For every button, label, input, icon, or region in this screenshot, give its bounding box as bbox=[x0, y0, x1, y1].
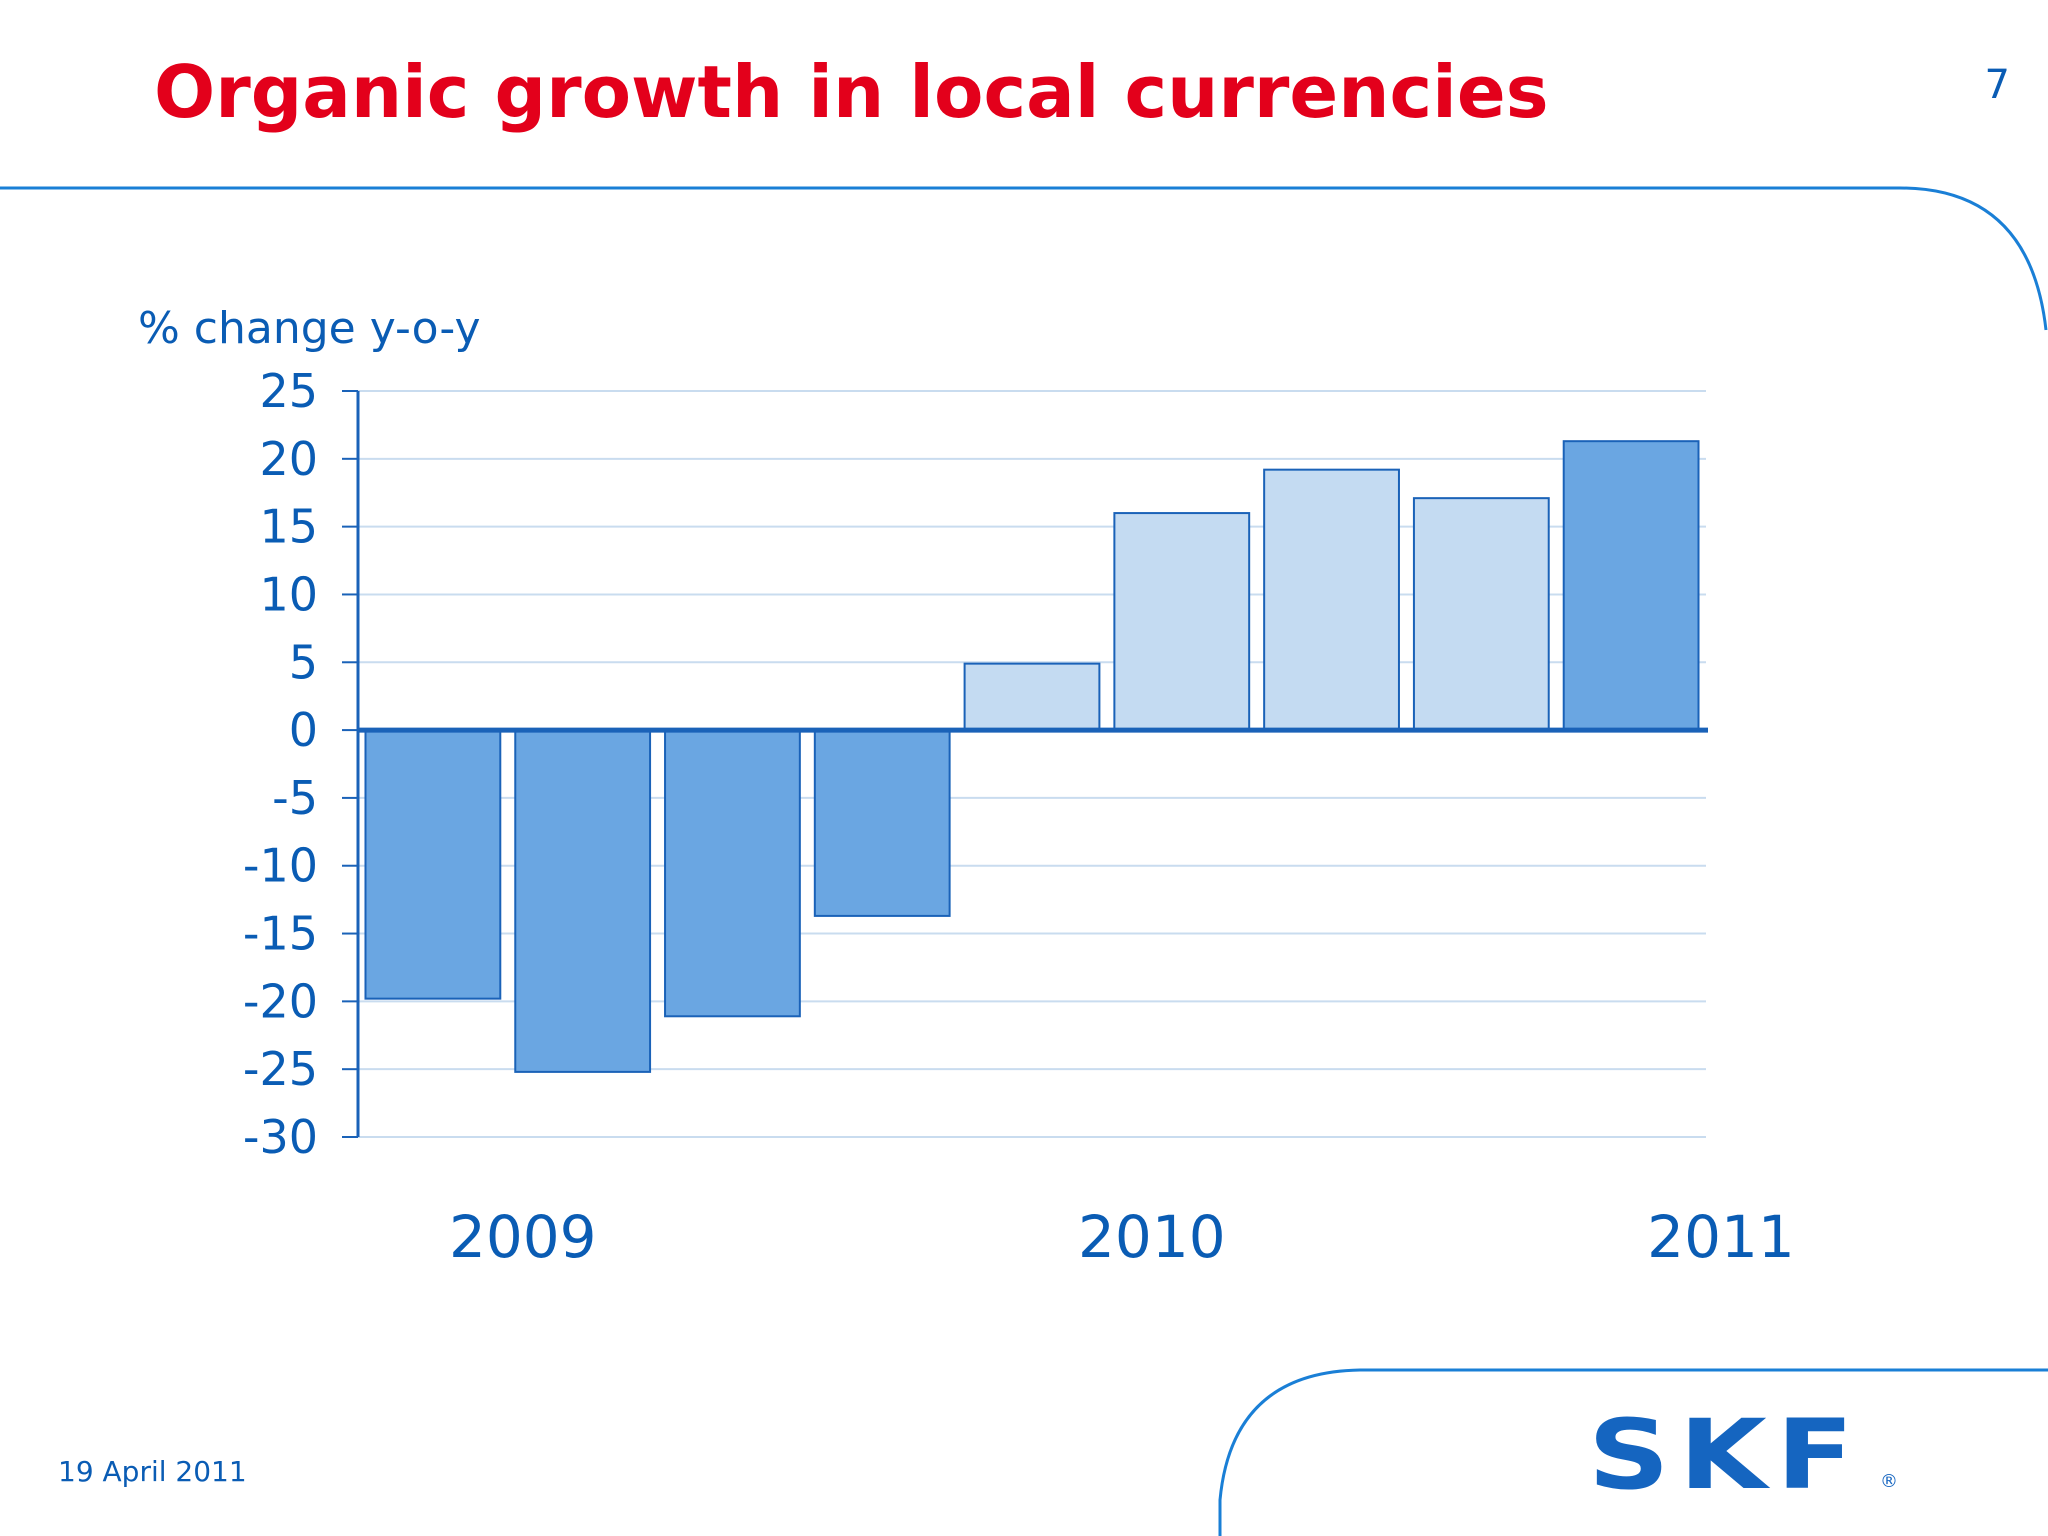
header-rule bbox=[0, 186, 2048, 331]
bar bbox=[1113, 512, 1251, 732]
y-tick-label: -30 bbox=[243, 1110, 318, 1164]
y-tick-label: -20 bbox=[243, 974, 318, 1028]
bar bbox=[664, 729, 801, 1018]
y-tick-label: 15 bbox=[259, 500, 318, 554]
skf-logo: SKF ® bbox=[1588, 1407, 1898, 1503]
bar bbox=[1412, 497, 1550, 732]
registered-mark-icon: ® bbox=[1880, 1471, 1898, 1492]
y-tick-label: 5 bbox=[289, 635, 318, 689]
y-tick-labels: 25 20 15 10 5 0 -5 -10 -15 -20 -25 -30 bbox=[243, 364, 318, 1164]
footer-arc bbox=[1218, 1368, 2048, 1536]
y-tick-label: -15 bbox=[243, 907, 318, 961]
axes bbox=[342, 390, 1708, 1138]
bar bbox=[1263, 468, 1400, 732]
year-labels: 2009 2010 2011 bbox=[449, 1203, 1795, 1271]
year-label: 2009 bbox=[449, 1203, 597, 1271]
bar bbox=[364, 729, 502, 1000]
bar bbox=[963, 662, 1101, 732]
footer-date: 19 April 2011 bbox=[58, 1455, 247, 1488]
y-tick-label: -10 bbox=[243, 839, 318, 893]
y-tick-label: 10 bbox=[259, 567, 318, 621]
y-tick-label: -5 bbox=[272, 771, 318, 825]
bars bbox=[364, 440, 1700, 1073]
y-axis-label: % change y-o-y bbox=[138, 303, 481, 354]
skf-logo-text: SKF bbox=[1588, 1399, 1864, 1511]
slide-title: Organic growth in local currencies bbox=[154, 50, 1549, 134]
year-label: 2011 bbox=[1647, 1203, 1795, 1271]
bar bbox=[514, 729, 652, 1073]
y-tick-label: -25 bbox=[243, 1042, 318, 1096]
bar bbox=[813, 729, 951, 917]
y-tick-label: 0 bbox=[289, 703, 318, 757]
y-tick-label: 20 bbox=[259, 432, 318, 486]
bar bbox=[1562, 440, 1700, 732]
y-tick-label: 25 bbox=[259, 364, 318, 418]
year-label: 2010 bbox=[1078, 1203, 1226, 1271]
page-number: 7 bbox=[1984, 62, 2010, 108]
